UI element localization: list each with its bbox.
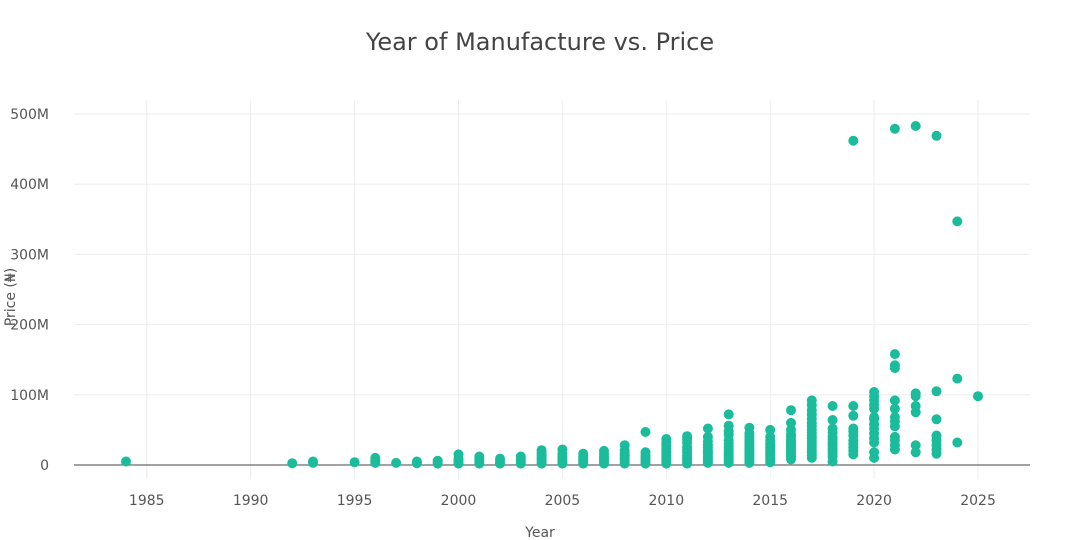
data-point[interactable] bbox=[640, 447, 651, 458]
y-tick-label: 300M bbox=[10, 247, 49, 263]
y-tick-label: 500M bbox=[10, 107, 49, 123]
data-point[interactable] bbox=[910, 447, 921, 458]
data-point[interactable] bbox=[889, 431, 900, 442]
x-tick-label: 2010 bbox=[648, 493, 684, 509]
data-point[interactable] bbox=[952, 437, 963, 448]
data-point[interactable] bbox=[931, 414, 942, 425]
data-point[interactable] bbox=[370, 452, 381, 463]
data-point[interactable] bbox=[121, 456, 131, 467]
data-point[interactable] bbox=[661, 434, 672, 444]
data-point[interactable] bbox=[889, 360, 900, 371]
data-point[interactable] bbox=[889, 403, 900, 414]
data-point[interactable] bbox=[702, 431, 713, 442]
data-point[interactable] bbox=[640, 427, 651, 437]
data-point[interactable] bbox=[910, 388, 921, 399]
chart-title: Year of Manufacture vs. Price bbox=[365, 28, 714, 56]
y-tick-labels: 0 100M 200M 300M 400M 500M bbox=[10, 107, 49, 474]
data-point[interactable] bbox=[744, 422, 755, 433]
data-point[interactable] bbox=[682, 431, 693, 442]
data-point[interactable] bbox=[848, 423, 859, 434]
data-point[interactable] bbox=[848, 135, 859, 146]
y-axis-title: Price (₦) bbox=[3, 268, 19, 326]
data-point[interactable] bbox=[869, 447, 880, 458]
data-point[interactable] bbox=[578, 448, 589, 459]
data-point[interactable] bbox=[786, 405, 796, 416]
data-point[interactable] bbox=[931, 130, 942, 141]
data-point[interactable] bbox=[765, 424, 776, 435]
data-point[interactable] bbox=[391, 457, 402, 468]
data-point[interactable] bbox=[619, 440, 630, 451]
data-point[interactable] bbox=[557, 444, 568, 455]
data-point[interactable] bbox=[453, 449, 464, 460]
data-point[interactable] bbox=[474, 451, 485, 462]
data-point[interactable] bbox=[931, 430, 942, 441]
x-tick-label: 2025 bbox=[960, 493, 996, 509]
data-point[interactable] bbox=[515, 451, 526, 462]
x-tick-label: 1985 bbox=[129, 493, 165, 509]
data-point[interactable] bbox=[889, 349, 900, 360]
data-point[interactable] bbox=[702, 423, 713, 434]
data-point[interactable] bbox=[536, 445, 547, 456]
data-point[interactable] bbox=[287, 458, 298, 469]
data-point[interactable] bbox=[599, 445, 609, 456]
data-point[interactable] bbox=[848, 410, 859, 421]
data-point[interactable] bbox=[869, 412, 880, 423]
data-point[interactable] bbox=[432, 455, 443, 466]
x-tick-labels: 1985 1990 1995 2000 2005 2010 2015 2020 2025 bbox=[129, 493, 996, 509]
y-tick-label: 100M bbox=[10, 388, 49, 404]
x-tick-label: 1995 bbox=[337, 493, 373, 509]
y-tick-label: 0 bbox=[40, 458, 49, 474]
data-point[interactable] bbox=[910, 440, 921, 451]
data-point[interactable] bbox=[827, 423, 838, 434]
data-point[interactable] bbox=[889, 123, 900, 134]
data-point[interactable] bbox=[952, 216, 963, 227]
data-point[interactable] bbox=[889, 412, 900, 423]
data-point[interactable] bbox=[765, 431, 776, 442]
data-point[interactable] bbox=[848, 401, 859, 411]
x-tick-label: 1990 bbox=[233, 493, 269, 509]
data-point[interactable] bbox=[723, 420, 734, 431]
x-tick-label: 2020 bbox=[856, 493, 892, 509]
data-point[interactable] bbox=[806, 395, 817, 406]
x-tick-label: 2015 bbox=[752, 493, 788, 509]
data-point[interactable] bbox=[973, 391, 983, 402]
data-points bbox=[121, 121, 983, 469]
data-point[interactable] bbox=[723, 409, 734, 420]
data-point[interactable] bbox=[931, 386, 942, 397]
grid-lines bbox=[74, 100, 1030, 479]
data-point[interactable] bbox=[786, 417, 796, 428]
data-point[interactable] bbox=[827, 415, 838, 425]
data-point[interactable] bbox=[869, 387, 880, 397]
data-point[interactable] bbox=[952, 373, 963, 384]
data-point[interactable] bbox=[349, 457, 360, 468]
y-tick-label: 400M bbox=[10, 177, 49, 193]
data-point[interactable] bbox=[910, 401, 921, 411]
x-axis-title: Year bbox=[524, 525, 555, 540]
data-point[interactable] bbox=[910, 121, 921, 131]
data-point[interactable] bbox=[411, 456, 422, 467]
y-tick-label: 200M bbox=[10, 318, 49, 334]
data-point[interactable] bbox=[308, 456, 318, 467]
data-point[interactable] bbox=[827, 401, 838, 411]
data-point[interactable] bbox=[889, 395, 900, 406]
x-tick-label: 2005 bbox=[545, 493, 581, 509]
x-tick-label: 2000 bbox=[441, 493, 477, 509]
data-point[interactable] bbox=[786, 424, 796, 435]
data-point[interactable] bbox=[495, 453, 505, 464]
